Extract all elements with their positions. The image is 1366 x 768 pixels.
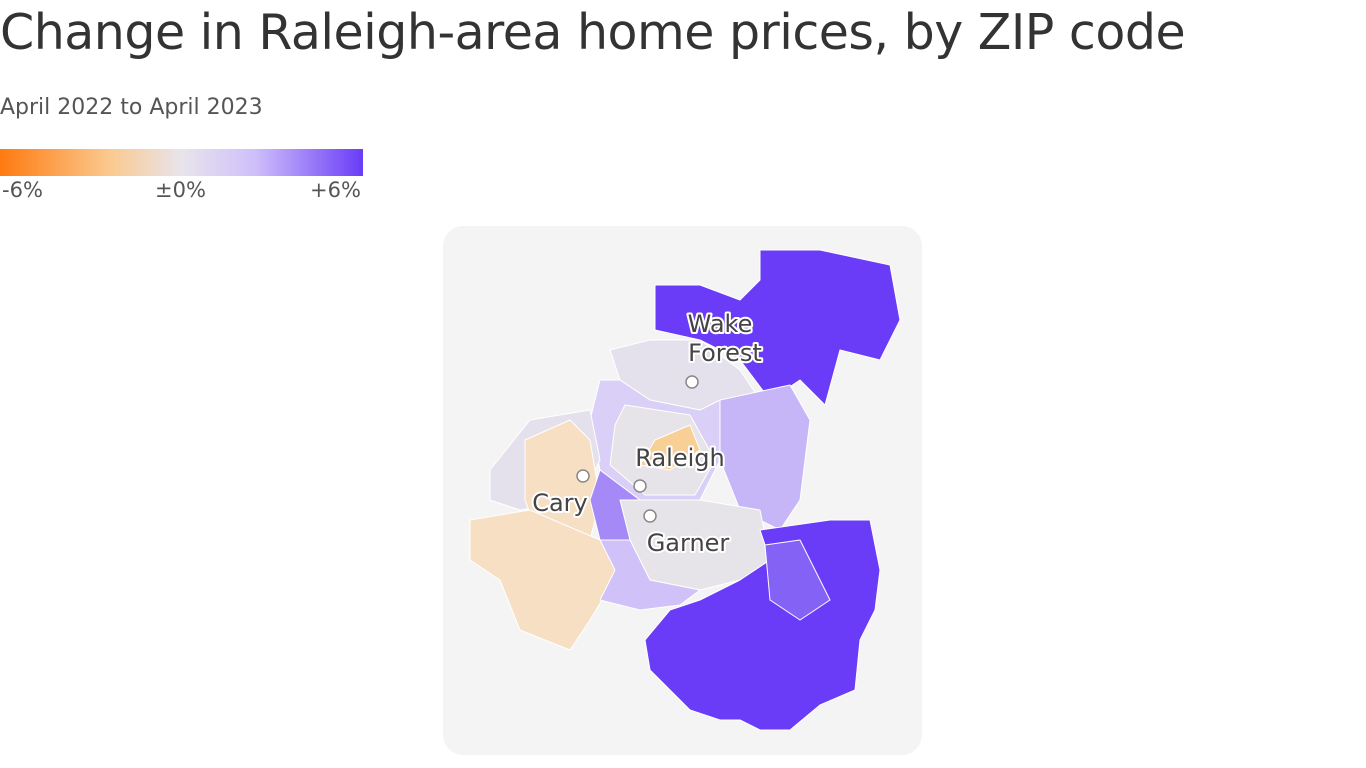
title: Change in Raleigh-area home prices, by Z… xyxy=(0,4,1186,61)
subtitle: April 2022 to April 2023 xyxy=(0,95,263,120)
zip-area xyxy=(719,384,811,531)
city-label: Wake xyxy=(688,310,753,338)
legend-label: -6% xyxy=(2,178,43,202)
zip-area xyxy=(599,539,701,611)
city-label: Raleigh xyxy=(635,444,724,472)
city-label: Forest xyxy=(688,339,762,367)
zip-area xyxy=(644,519,881,731)
zip-area xyxy=(764,539,831,621)
city-dot xyxy=(685,375,699,389)
zip-areas xyxy=(469,249,901,731)
city-dot xyxy=(576,469,590,483)
city-dot xyxy=(643,509,657,523)
legend-label: ±0% xyxy=(155,178,206,202)
legend-label: +6% xyxy=(310,178,361,202)
city-label: Garner xyxy=(647,529,730,557)
legend-gradient xyxy=(0,149,363,176)
city-dot xyxy=(633,479,647,493)
zip-area xyxy=(469,509,621,651)
zip-area xyxy=(639,424,701,471)
city-label: Cary xyxy=(532,489,588,517)
